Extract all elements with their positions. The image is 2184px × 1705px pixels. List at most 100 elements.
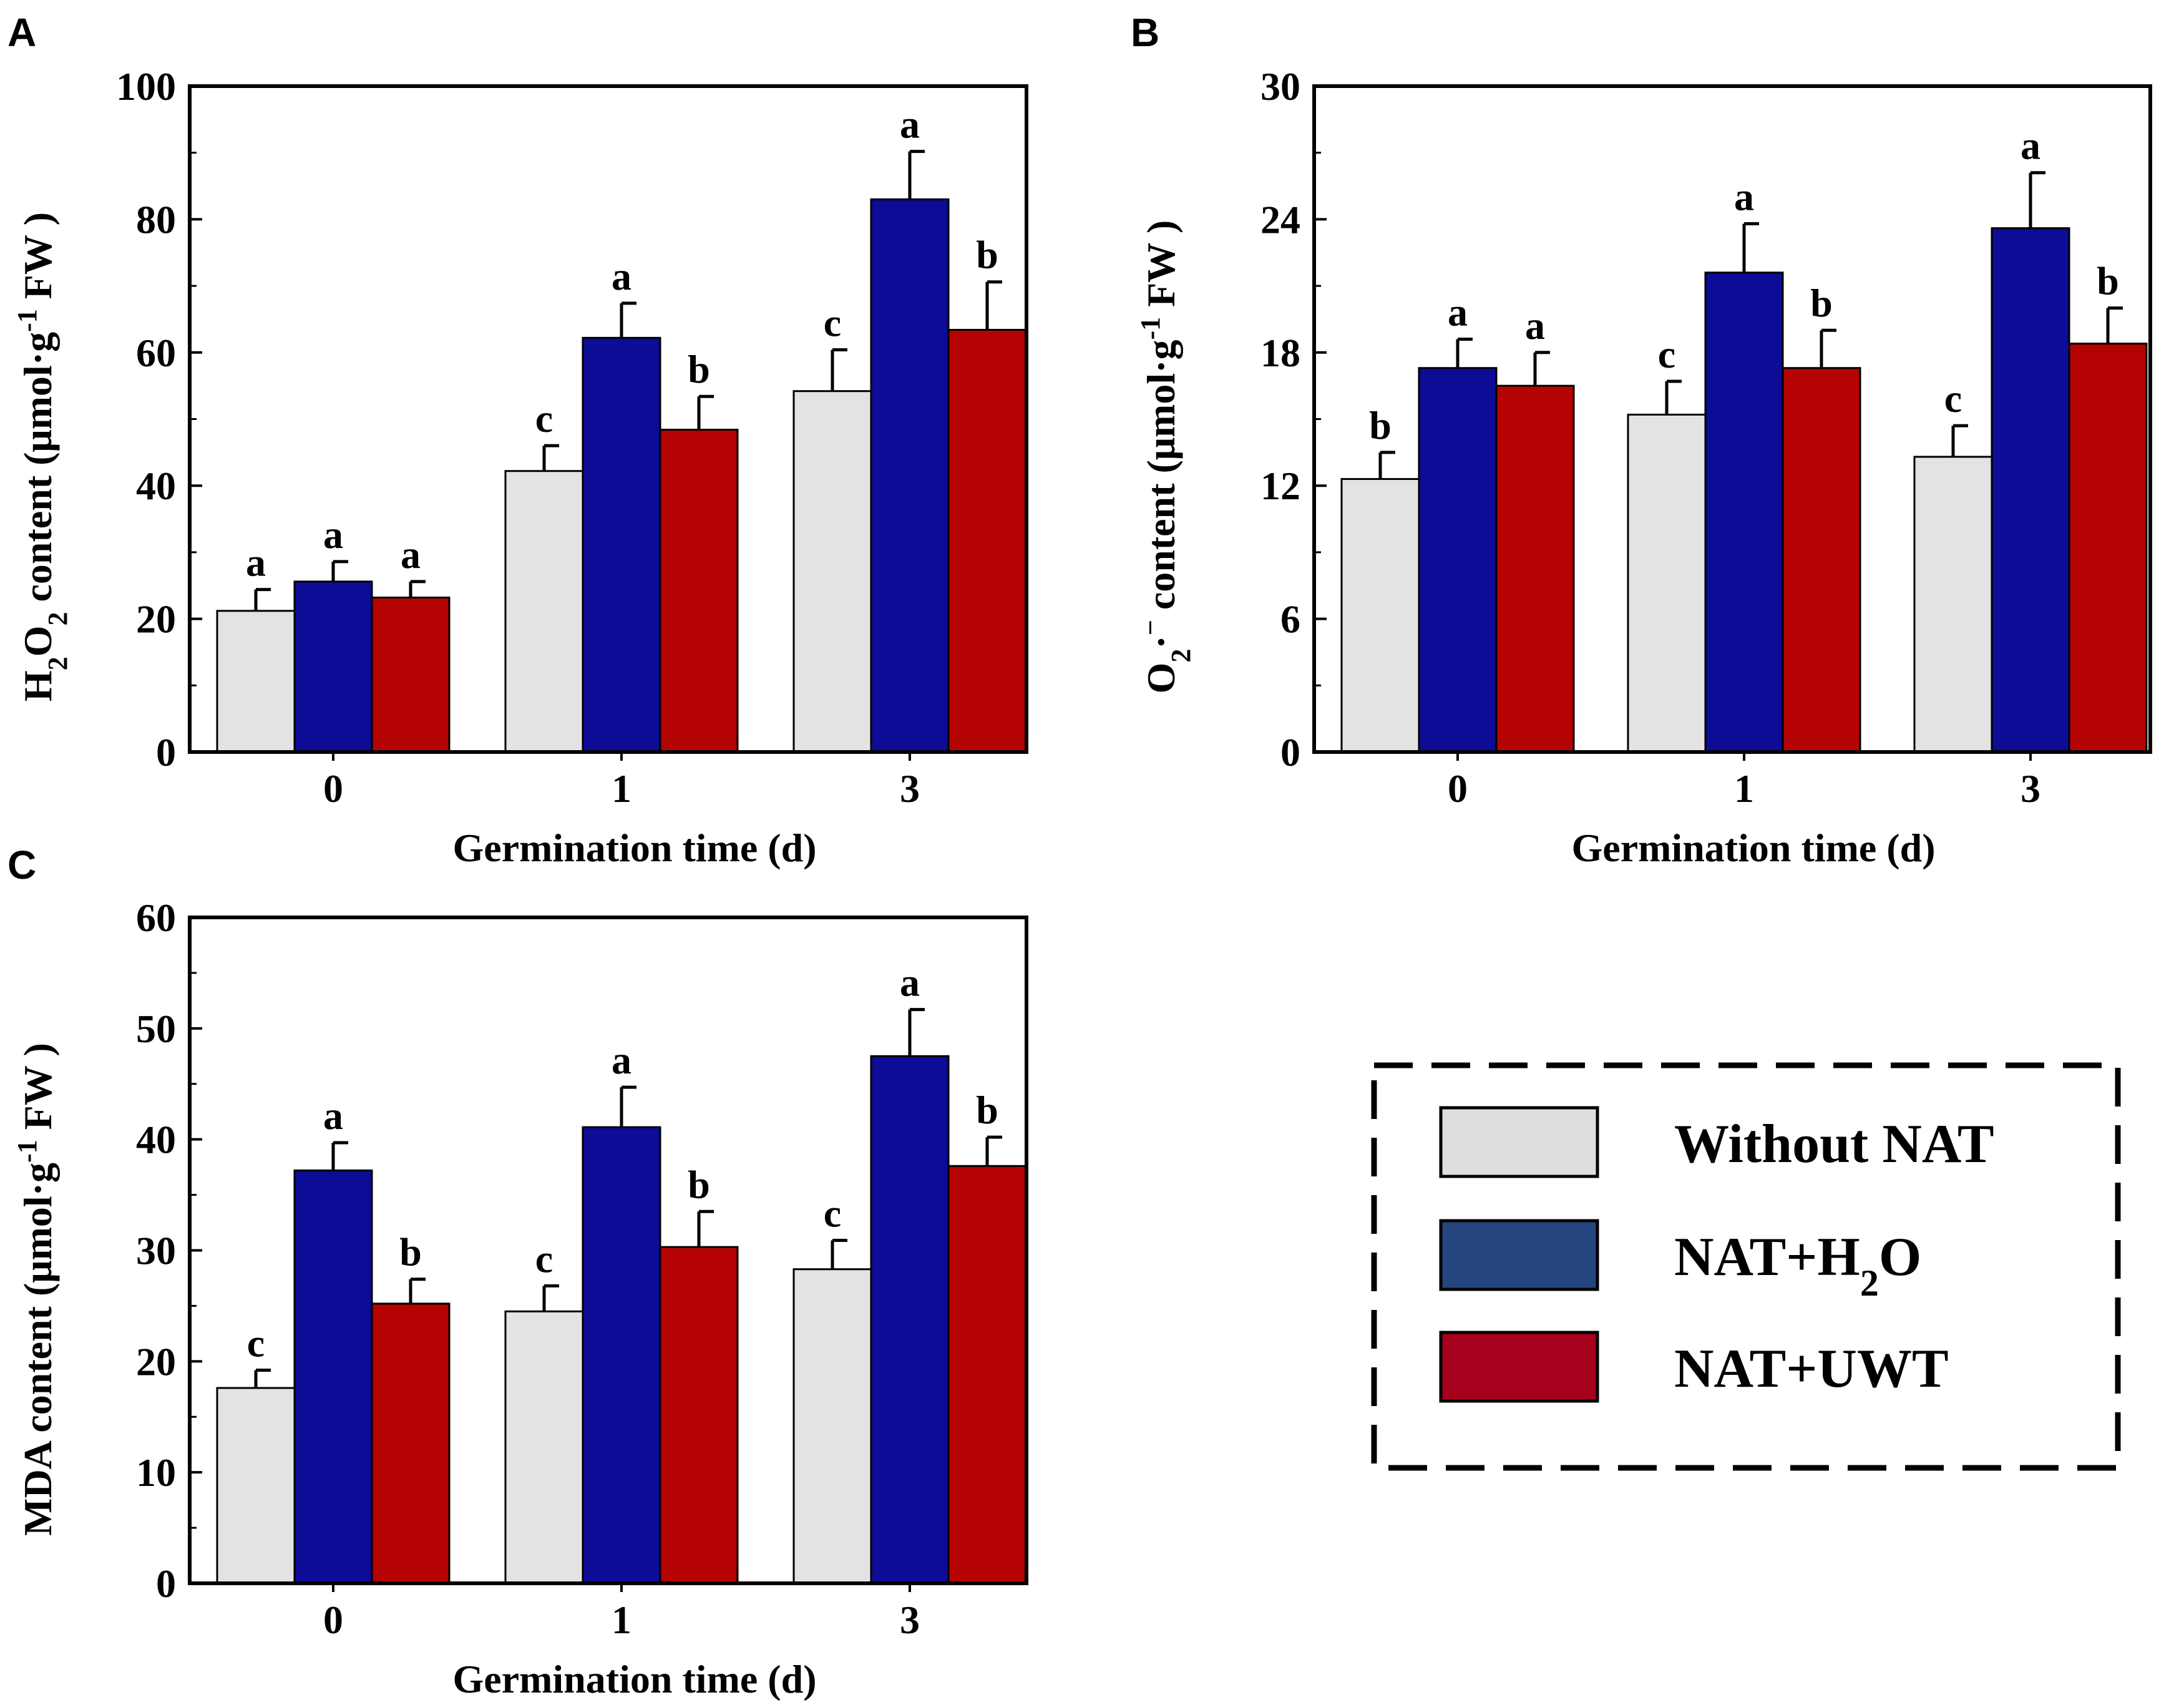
panel-a-significance-letter-1-series-1: c [535, 396, 553, 441]
panel-b-x-tick-labels: 0 1 3 [1448, 766, 2040, 811]
panel-b-significance-letter-3-series-2: a [2021, 124, 2040, 168]
legend: Without NAT NAT+H2O NAT+UWT [1371, 1062, 2121, 1471]
panel-b-y-tick-label-6: 6 [1280, 597, 1300, 642]
panel-b-x-axis-title: Germination time (d) [1572, 826, 1936, 870]
panel-a-bar-1-series-1 [504, 470, 584, 753]
panel-b-significance-letter-1-series-3: b [1810, 281, 1833, 325]
panel-a-significance-letter-1-series-2: a [612, 254, 631, 298]
panel-a-y-tick-label-100: 100 [116, 64, 176, 109]
panel-a-x-tick-label-1: 1 [612, 766, 631, 811]
panel-c-y-tick-label-20: 20 [136, 1339, 176, 1384]
panel-b-bar-1-series-1 [1627, 413, 1707, 753]
panel-b-y-tick-label-0: 0 [1280, 730, 1300, 774]
panel-c: C c a b c a b c a b 0 10 20 30 40 50 60 0 1 3 Germinatio… [7, 843, 1028, 1701]
panel-a-y-tick-label-40: 40 [136, 464, 176, 508]
panel-c-y-tick-label-50: 50 [136, 1007, 176, 1051]
panel-b-x-tick-label-0: 0 [1448, 766, 1468, 811]
panel-b-y-tick-label-30: 30 [1260, 64, 1300, 109]
panel-a-bar-0-series-2 [293, 580, 373, 753]
panel-c-bar-3-series-3 [947, 1165, 1027, 1585]
panel-a-x-axis-title: Germination time (d) [453, 826, 817, 870]
panel-b-bar-1-series-2 [1704, 271, 1784, 753]
panel-b-bar-3-series-2 [1991, 227, 2070, 753]
panel-c-significance-letter-0-series-1: c [247, 1321, 265, 1365]
panel-a-significance-letter-0-series-1: a [246, 540, 266, 585]
panel-b-bar-0-series-1 [1340, 478, 1420, 753]
panel-a-y-tick-label-80: 80 [136, 197, 176, 242]
panel-b-significance-letter-0-series-2: a [1448, 290, 1468, 334]
panel-c-bar-3-series-2 [870, 1055, 950, 1585]
panel-a-bar-1-series-3 [659, 429, 739, 753]
panel-b: B b a a c a b c a b 0 6 12 18 24 30 0 1 3 Germination t… [1131, 10, 2152, 870]
panel-a-plot: a a a c a b c a b [188, 84, 1028, 761]
panel-b-bar-3-series-3 [2068, 343, 2148, 753]
panel-a-significance-letter-0-series-2: a [323, 512, 343, 557]
panel-c-bar-3-series-1 [792, 1268, 872, 1585]
legend-swatch-nat-h2o [1439, 1219, 1599, 1291]
panel-a-x-tick-label-3: 3 [900, 766, 920, 811]
panel-b-x-tick-label-3: 3 [2021, 766, 2040, 811]
panel-c-y-tick-label-30: 30 [136, 1229, 176, 1273]
panel-c-x-tick-label-1: 1 [612, 1598, 631, 1642]
panel-a: A a a a c a b c a b 0 20 40 60 80 100 0 1 3 Germination… [7, 10, 1028, 870]
panel-a-significance-letter-1-series-3: b [688, 347, 710, 391]
panel-a-significance-letter-3-series-2: a [900, 102, 920, 147]
panel-b-x-tick-label-1: 1 [1734, 766, 1754, 811]
panel-b-bar-3-series-1 [1913, 456, 1993, 753]
panel-c-y-tick-label-60: 60 [136, 896, 176, 940]
panel-c-axes-frame [188, 916, 1028, 1585]
panel-b-bar-1-series-3 [1782, 367, 1861, 753]
panel-b-y-tick-label-18: 18 [1260, 331, 1300, 375]
panel-c-significance-letter-3-series-2: a [900, 960, 920, 1005]
legend-swatch-nat-uwt [1439, 1331, 1599, 1403]
panel-c-bar-0-series-3 [371, 1302, 451, 1585]
panel-c-x-tick-labels: 0 1 3 [323, 1598, 920, 1642]
panel-c-bar-0-series-2 [293, 1169, 373, 1585]
panel-a-significance-letter-0-series-3: a [401, 532, 421, 577]
panel-a-bar-3-series-3 [947, 329, 1027, 753]
panel-b-label: B [1131, 10, 1159, 55]
panel-b-significance-letter-0-series-1: b [1369, 403, 1392, 447]
panel-c-bar-1-series-2 [582, 1126, 661, 1585]
panel-c-y-tick-label-0: 0 [156, 1561, 176, 1606]
panel-c-significance-letter-0-series-2: a [323, 1093, 343, 1138]
panel-c-significance-letter-1-series-2: a [612, 1038, 631, 1082]
panel-b-y-tick-labels: 0 6 12 18 24 30 [1260, 64, 1300, 774]
panel-c-significance-letter-3-series-3: b [976, 1088, 998, 1132]
panel-a-axes-frame [188, 84, 1028, 754]
panel-a-bar-0-series-1 [216, 610, 296, 753]
panel-a-significance-letter-3-series-1: c [824, 301, 841, 345]
panel-b-bar-0-series-2 [1418, 367, 1498, 753]
panel-a-bar-1-series-2 [582, 336, 661, 753]
panel-c-significance-letter-3-series-1: c [824, 1191, 841, 1235]
panel-a-bar-0-series-3 [371, 596, 451, 753]
panel-a-y-tick-label-60: 60 [136, 331, 176, 375]
panel-b-y-axis-title: O2·− content (μmol·g-1 FW ) [1135, 220, 1196, 694]
panel-a-label: A [7, 10, 36, 55]
panel-c-bar-0-series-1 [216, 1387, 296, 1585]
panel-c-y-tick-label-40: 40 [136, 1118, 176, 1162]
panel-a-bar-3-series-2 [870, 198, 950, 753]
panel-a-bar-3-series-1 [792, 390, 872, 753]
panel-b-significance-letter-3-series-1: c [1944, 376, 1962, 421]
panel-c-significance-letter-1-series-1: c [535, 1236, 553, 1281]
panel-c-label: C [7, 843, 36, 887]
panel-c-plot: c a b c a b c a b [188, 916, 1028, 1592]
panel-b-axes-frame [1312, 84, 2152, 754]
panel-c-x-tick-label-3: 3 [900, 1598, 920, 1642]
panel-a-y-axis-title: H2O2 content (μmol·g-1 FW ) [12, 212, 73, 701]
legend-swatch-without-nat [1439, 1106, 1599, 1178]
panel-c-x-axis-title: Germination time (d) [453, 1657, 817, 1701]
legend-label-without-nat: Without NAT [1674, 1114, 1994, 1175]
panel-a-y-tick-labels: 0 20 40 60 80 100 [116, 64, 176, 774]
panel-c-bar-1-series-3 [659, 1246, 739, 1585]
panel-a-significance-letter-3-series-3: b [976, 233, 998, 277]
panel-c-y-tick-labels: 0 10 20 30 40 50 60 [136, 896, 176, 1606]
panel-a-x-tick-labels: 0 1 3 [323, 766, 920, 811]
panel-b-significance-letter-0-series-3: a [1525, 303, 1545, 348]
panel-b-bar-0-series-3 [1495, 384, 1575, 753]
panel-c-x-tick-label-0: 0 [323, 1598, 343, 1642]
panel-c-y-axis-title: MDA content (μmol·g-1 FW ) [12, 1043, 61, 1536]
panel-a-y-tick-label-0: 0 [156, 730, 176, 774]
